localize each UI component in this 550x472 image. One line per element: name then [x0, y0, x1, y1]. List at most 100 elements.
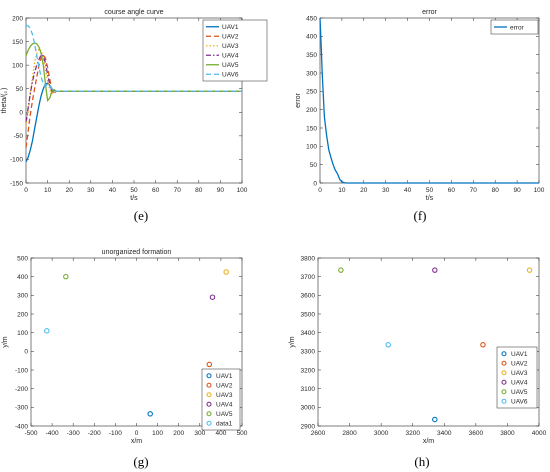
- y-tick-label-c3-8: 3700: [301, 274, 316, 281]
- x-axis-label-c3: x/m: [423, 438, 434, 445]
- x-tick-label-c1-7: 70: [470, 187, 478, 194]
- legend-swatch-c3-uav5: [501, 389, 507, 395]
- legend-label-c0-uav1: UAV1: [222, 24, 239, 31]
- legend-box-c2: [201, 368, 241, 431]
- y-tick-label-c3-3: 3200: [301, 367, 316, 374]
- chart-title-c1: error: [422, 9, 437, 16]
- panel-e-course-angle-chart: 0 10 20 30 40 50 60 70 80 90 100 -150 -100 -50 0 50 100 1…: [1, 9, 268, 202]
- x-tick-label-c2-9: 400: [215, 430, 226, 437]
- y-tick-label-c3-5: 3400: [301, 330, 316, 337]
- panel-letter-h: (h): [414, 454, 429, 469]
- y-tick-label-c3-0: 2900: [301, 423, 316, 430]
- y-tick-label-c2-9: 500: [17, 255, 28, 262]
- x-tick-label-c2-0: -500: [24, 430, 37, 437]
- y-tick-label-c1-6: 300: [306, 70, 317, 77]
- x-tick-label-c1-1: 10: [338, 187, 346, 194]
- x-tick-label-c1-9: 90: [513, 187, 521, 194]
- series-line-c0-uav5: [25, 42, 242, 102]
- series-line-c1-error: [319, 17, 539, 184]
- y-tick-label-c2-5: 100: [17, 330, 28, 337]
- x-tick-label-c2-10: 500: [237, 430, 248, 437]
- legend-swatch-c3-uav6: [501, 398, 507, 404]
- legend-box-c0: [202, 19, 268, 82]
- x-tick-label-c0-9: 90: [217, 187, 225, 194]
- legend-label-c3-uav3: UAV3: [511, 370, 528, 377]
- y-tick-label-c0-6: 150: [12, 39, 23, 46]
- x-tick-label-c2-2: -300: [67, 430, 80, 437]
- y-tick-label-c1-8: 400: [306, 34, 317, 41]
- scatter-point-c2-uav4: [209, 294, 216, 300]
- y-tick-label-c1-1: 50: [310, 162, 318, 169]
- legend-label-c2-data1: data1: [216, 421, 233, 428]
- panel-g-unorganized-formation-chart: -500 -400 -300 -200 -100 0 100 200 300 400 500-400…: [2, 249, 248, 445]
- x-tick-label-c1-2: 20: [360, 187, 368, 194]
- y-tick-label-c3-4: 3300: [301, 349, 316, 356]
- y-tick-label-c0-5: 100: [12, 62, 23, 69]
- scatter-point-c2-uav1: [147, 411, 153, 417]
- scatter-point-c2-uav5: [63, 273, 69, 280]
- x-tick-label-c0-8: 80: [195, 187, 203, 194]
- x-tick-label-c0-10: 100: [237, 187, 248, 194]
- y-axis-label-c0: theta/(。): [1, 88, 8, 114]
- y-tick-label-c3-7: 3600: [301, 293, 316, 300]
- y-tick-label-c1-9: 450: [306, 15, 317, 22]
- legend-swatch-c3-uav3: [501, 370, 507, 376]
- x-tick-label-c3-6: 3800: [500, 430, 515, 437]
- legend-label-c0-uav2: UAV2: [222, 34, 239, 41]
- legend-label-c2-uav3: UAV3: [216, 392, 233, 399]
- chart-title-c0: course angle curve: [104, 9, 163, 16]
- legend-swatch-c2-data1: [206, 420, 212, 426]
- legend-label-c1-error: error: [510, 24, 525, 31]
- legend-swatch-c3-uav1: [501, 351, 507, 357]
- y-tick-label-c2-6: 200: [17, 311, 28, 318]
- legend-label-c0-uav3: UAV3: [222, 43, 239, 50]
- y-axis-label-c1: error: [295, 92, 302, 107]
- y-tick-label-c3-6: 3500: [301, 311, 316, 318]
- x-axis-label-c1: t/s: [426, 195, 434, 202]
- series-line-c0-uav6: [25, 24, 242, 92]
- x-tick-label-c2-8: 300: [194, 430, 205, 437]
- y-tick-label-c1-2: 100: [306, 144, 317, 151]
- x-tick-label-c3-2: 3000: [374, 430, 389, 437]
- y-tick-label-c0-7: 200: [12, 15, 23, 22]
- y-tick-label-c2-8: 400: [17, 274, 28, 281]
- scatter-point-c2-uav2: [206, 361, 213, 368]
- y-axis-label-c2: y/m: [2, 336, 9, 347]
- y-tick-label-c2-3: -100: [15, 367, 28, 374]
- x-tick-label-c0-6: 60: [152, 187, 160, 194]
- legend-swatch-c2-uav2: [206, 382, 212, 388]
- y-tick-label-c2-2: -200: [15, 386, 28, 393]
- legend-label-c3-uav2: UAV2: [511, 361, 528, 368]
- scatter-point-c3-uav3: [526, 267, 533, 273]
- x-tick-label-c0-0: 0: [24, 187, 28, 194]
- x-tick-label-c1-4: 40: [404, 187, 412, 194]
- x-tick-label-c3-3: 3200: [405, 430, 420, 437]
- x-tick-label-c3-7: 4000: [532, 430, 547, 437]
- legend-box-c3: [496, 346, 538, 409]
- legend-swatch-c3-uav4: [501, 379, 507, 385]
- x-tick-label-c1-8: 80: [492, 187, 500, 194]
- legend-swatch-c2-uav5: [206, 411, 212, 417]
- series-line-c0-uav4: [25, 53, 242, 122]
- x-tick-label-c3-1: 2800: [342, 430, 357, 437]
- scatter-point-c3-uav5: [338, 267, 344, 273]
- x-tick-label-c2-3: -200: [88, 430, 101, 437]
- legend-swatch-c2-uav1: [206, 373, 212, 379]
- y-tick-label-c2-1: -300: [15, 405, 28, 412]
- panel-f-error-chart: 0 10 20 30 40 50 60 70 80 90 100 0 50 100 150 200 250 300…: [295, 9, 545, 202]
- chart-title-c2: unorganized formation: [102, 249, 172, 256]
- x-tick-label-c0-2: 20: [66, 187, 74, 194]
- panel-h-formation-chart: 2600 2800 3000 3200 3400 3600 3800 4000 2900 3000…: [289, 255, 547, 445]
- plot-area-c1: [319, 17, 540, 184]
- legend-label-c3-uav6: UAV6: [511, 399, 528, 406]
- legend-swatch-c3-uav2: [501, 360, 507, 366]
- scatter-point-c2-data1: [44, 328, 50, 334]
- x-tick-label-c0-7: 70: [174, 187, 182, 194]
- legend-swatch-c2-uav4: [206, 401, 212, 407]
- scatter-point-c3-uav1: [432, 416, 438, 423]
- y-tick-label-c1-5: 250: [306, 89, 317, 96]
- y-tick-label-c3-2: 3100: [301, 386, 316, 393]
- x-tick-label-c1-6: 60: [448, 187, 456, 194]
- y-tick-label-c2-0: -400: [15, 423, 28, 430]
- x-tick-label-c2-6: 100: [152, 430, 163, 437]
